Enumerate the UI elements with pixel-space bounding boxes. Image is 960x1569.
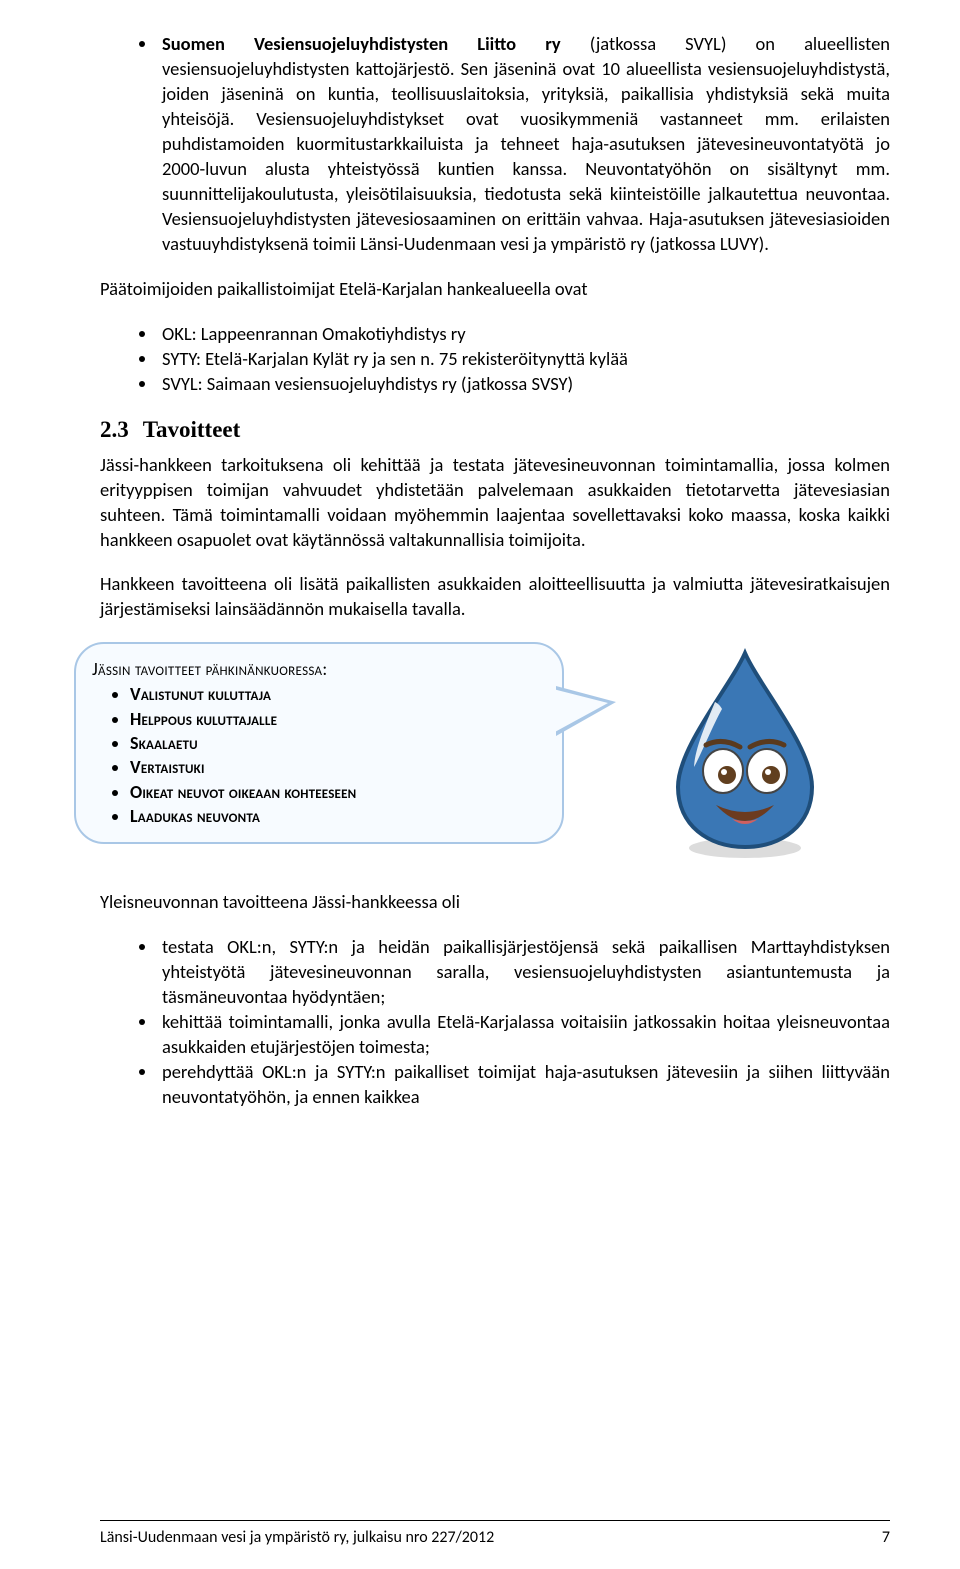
- list-item: Helppous kuluttajalle: [130, 707, 542, 731]
- bottom-bullet-list: testata OKL:n, SYTY:n ja heidän paikalli…: [100, 935, 890, 1110]
- list-item: Skaalaetu: [130, 731, 542, 755]
- list-item: perehdyttää OKL:n ja SYTY:n paikalliset …: [158, 1060, 890, 1110]
- footer-publication: Länsi-Uudenmaan vesi ja ympäristö ry, ju…: [100, 1528, 494, 1547]
- footer-page-number: 7: [882, 1528, 890, 1547]
- section-number: 2.3: [100, 417, 129, 442]
- paragraph-sec1: Jässi-hankkeen tarkoituksena oli kehittä…: [100, 453, 890, 553]
- callout-list: Valistunut kuluttaja Helppous kuluttajal…: [92, 682, 542, 828]
- paragraph-after: Yleisneuvonnan tavoitteena Jässi-hankkee…: [100, 890, 890, 915]
- intro-rest: (jatkossa SVYL) on alueellisten vesiensu…: [162, 32, 890, 255]
- paragraph-mid: Päätoimijoiden paikallistoimijat Etelä-K…: [100, 277, 890, 302]
- list-item: Valistunut kuluttaja: [130, 682, 542, 706]
- list-item: SYTY: Etelä-Karjalan Kylät ry ja sen n. …: [158, 347, 890, 372]
- callout-region: Jässin tavoitteet pähkinänkuoressa: Vali…: [100, 642, 890, 862]
- list-item: OKL: Lappeenrannan Omakotiyhdistys ry: [158, 322, 890, 347]
- list-item: Laadukas neuvonta: [130, 804, 542, 828]
- footer-rule: [100, 1520, 890, 1521]
- speech-callout: Jässin tavoitteet pähkinänkuoressa: Vali…: [74, 642, 564, 844]
- intro-lead: Suomen Vesiensuojeluyhdistysten Liitto r…: [162, 32, 561, 55]
- intro-bullet-list: Suomen Vesiensuojeluyhdistysten Liitto r…: [100, 32, 890, 257]
- mid-bullet-list: OKL: Lappeenrannan Omakotiyhdistys ry SY…: [100, 322, 890, 397]
- list-item: Vertaistuki: [130, 755, 542, 779]
- callout-title: Jässin tavoitteet pähkinänkuoressa:: [92, 658, 542, 680]
- list-item: testata OKL:n, SYTY:n ja heidän paikalli…: [158, 935, 890, 1010]
- page-footer: Länsi-Uudenmaan vesi ja ympäristö ry, ju…: [100, 1528, 890, 1547]
- paragraph-sec2: Hankkeen tavoitteena oli lisätä paikalli…: [100, 572, 890, 622]
- water-drop-mascot-icon: [660, 647, 830, 867]
- section-heading: 2.3 Tavoitteet: [100, 417, 890, 443]
- intro-bullet-item: Suomen Vesiensuojeluyhdistysten Liitto r…: [158, 32, 890, 257]
- section-title: Tavoitteet: [143, 417, 241, 442]
- list-item: kehittää toimintamalli, jonka avulla Ete…: [158, 1010, 890, 1060]
- document-page: Suomen Vesiensuojeluyhdistysten Liitto r…: [0, 0, 960, 1569]
- list-item: Oikeat neuvot oikeaan kohteeseen: [130, 780, 542, 804]
- list-item: SVYL: Saimaan vesiensuojeluyhdistys ry (…: [158, 372, 890, 397]
